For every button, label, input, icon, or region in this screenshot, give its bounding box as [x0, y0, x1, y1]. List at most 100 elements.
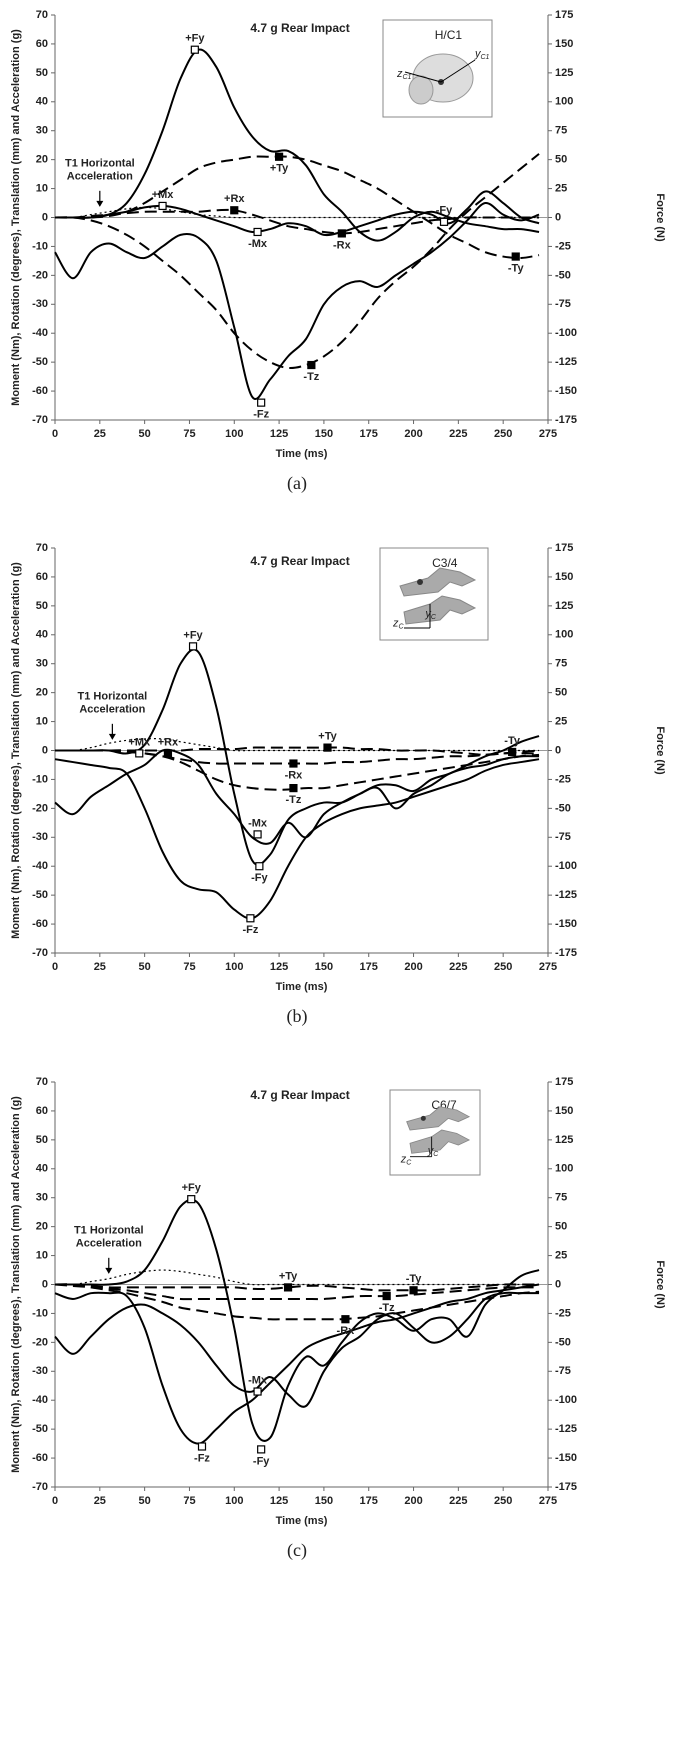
- x-tick-label: 275: [539, 428, 557, 440]
- y2-tick-label: -150: [555, 1452, 577, 1464]
- annotation-marker: [441, 218, 448, 225]
- y-tick-label: -60: [32, 385, 48, 397]
- x-tick-label: 275: [539, 1495, 557, 1507]
- y2-tick-label: -25: [555, 773, 571, 785]
- x-tick-label: 125: [270, 1495, 288, 1507]
- y-tick-label: -10: [32, 773, 48, 785]
- annotation-label: -Rx: [337, 1325, 356, 1337]
- x-tick-label: 50: [139, 1495, 151, 1507]
- annotation-marker: [509, 748, 516, 755]
- annotation-label: -Fz: [242, 924, 258, 936]
- y2-tick-label: -100: [555, 860, 577, 872]
- annotation-marker: [308, 362, 315, 369]
- y-tick-label: -50: [32, 356, 48, 368]
- y2-tick-label: -25: [555, 240, 571, 252]
- annotation-marker: [191, 46, 198, 53]
- annotation-marker: [256, 863, 263, 870]
- y-tick-label: 10: [36, 715, 48, 727]
- y-tick-label: -70: [32, 1481, 48, 1493]
- annotation-label: +Ty: [318, 731, 337, 743]
- y2-tick-label: 50: [555, 154, 567, 166]
- y2-tick-label: -175: [555, 414, 577, 426]
- y2-tick-label: -75: [555, 831, 571, 843]
- annotation-marker: [190, 643, 197, 650]
- x-tick-label: 250: [494, 961, 512, 973]
- annotation-label: -Fy: [253, 1455, 270, 1467]
- annotation-label: -Tz: [285, 794, 301, 806]
- x-axis-label: Time (ms): [276, 981, 328, 993]
- y2-tick-label: -100: [555, 327, 577, 339]
- x-tick-label: 175: [360, 1495, 378, 1507]
- y2-tick-label: 175: [555, 542, 573, 554]
- series-line: [55, 154, 539, 368]
- annotation-label: -Tz: [303, 371, 319, 383]
- y2-tick-label: 75: [555, 658, 567, 670]
- chart-panel: -70-60-50-40-30-20-10010203040506070-175…: [10, 1076, 666, 1561]
- annotation-marker: [342, 1316, 349, 1323]
- y-tick-label: -30: [32, 298, 48, 310]
- inset: C6/7yCzC: [390, 1090, 480, 1175]
- y-tick-label: 30: [36, 658, 48, 670]
- note-arrowhead: [96, 201, 103, 207]
- annotation-marker: [254, 831, 261, 838]
- y-tick-label: 50: [36, 1134, 48, 1146]
- figure: -70-60-50-40-30-20-10010203040506070-175…: [0, 0, 675, 1763]
- y-tick-label: 50: [36, 67, 48, 79]
- y2-tick-label: -75: [555, 298, 571, 310]
- y-tick-label: -60: [32, 1452, 48, 1464]
- x-tick-label: 75: [183, 1495, 195, 1507]
- x-tick-label: 250: [494, 1495, 512, 1507]
- y-tick-label: 10: [36, 1249, 48, 1261]
- x-tick-label: 100: [225, 1495, 243, 1507]
- y-tick-label: -20: [32, 1336, 48, 1348]
- y2-tick-label: 100: [555, 96, 573, 108]
- annotation-marker: [290, 785, 297, 792]
- annotation-marker: [512, 253, 519, 260]
- note-text: Acceleration: [79, 704, 145, 716]
- annotation-label: +Ty: [270, 163, 289, 175]
- y-tick-label: 10: [36, 182, 48, 194]
- y-axis-label: Moment (Nm), Rotation (degrees), Transla…: [10, 562, 22, 939]
- y2-tick-label: 0: [555, 211, 561, 223]
- y-tick-label: 60: [36, 38, 48, 50]
- x-tick-label: 125: [270, 961, 288, 973]
- annotation-label: -Mx: [248, 1374, 268, 1386]
- y2-tick-label: 150: [555, 38, 573, 50]
- annotation-label: -Ty: [508, 262, 525, 274]
- annotation-marker: [276, 153, 283, 160]
- y2-tick-label: 50: [555, 687, 567, 699]
- y-tick-label: -70: [32, 947, 48, 959]
- y-tick-label: -10: [32, 1307, 48, 1319]
- y-tick-label: 70: [36, 542, 48, 554]
- x-tick-label: 0: [52, 961, 58, 973]
- y2-tick-label: 0: [555, 1278, 561, 1290]
- y-tick-label: 30: [36, 125, 48, 137]
- y-tick-label: -60: [32, 918, 48, 930]
- y2-tick-label: -175: [555, 947, 577, 959]
- note-text: Acceleration: [76, 1238, 142, 1250]
- x-tick-label: 200: [404, 1495, 422, 1507]
- caption: (b): [287, 1006, 308, 1027]
- series-line: [55, 203, 539, 399]
- annotation-marker: [231, 207, 238, 214]
- note-text: T1 Horizontal: [78, 691, 148, 703]
- y2-tick-label: 175: [555, 9, 573, 21]
- chart-panel: -70-60-50-40-30-20-10010203040506070-175…: [10, 9, 666, 494]
- y-tick-label: 40: [36, 96, 48, 108]
- annotation-label: -Mx: [248, 238, 268, 250]
- annotation-label: +Rx: [224, 193, 245, 205]
- x-tick-label: 150: [315, 1495, 333, 1507]
- y2-tick-label: 150: [555, 1105, 573, 1117]
- annotation-label: +Mx: [128, 736, 151, 748]
- y-tick-label: 60: [36, 571, 48, 583]
- annotation-marker: [258, 1446, 265, 1453]
- y-tick-label: 0: [42, 1278, 48, 1290]
- x-tick-label: 200: [404, 961, 422, 973]
- chart-title: 4.7 g Rear Impact: [250, 554, 349, 568]
- x-tick-label: 175: [360, 428, 378, 440]
- y-tick-label: -20: [32, 802, 48, 814]
- x-axis-label: Time (ms): [276, 1515, 328, 1527]
- y2-tick-label: -100: [555, 1394, 577, 1406]
